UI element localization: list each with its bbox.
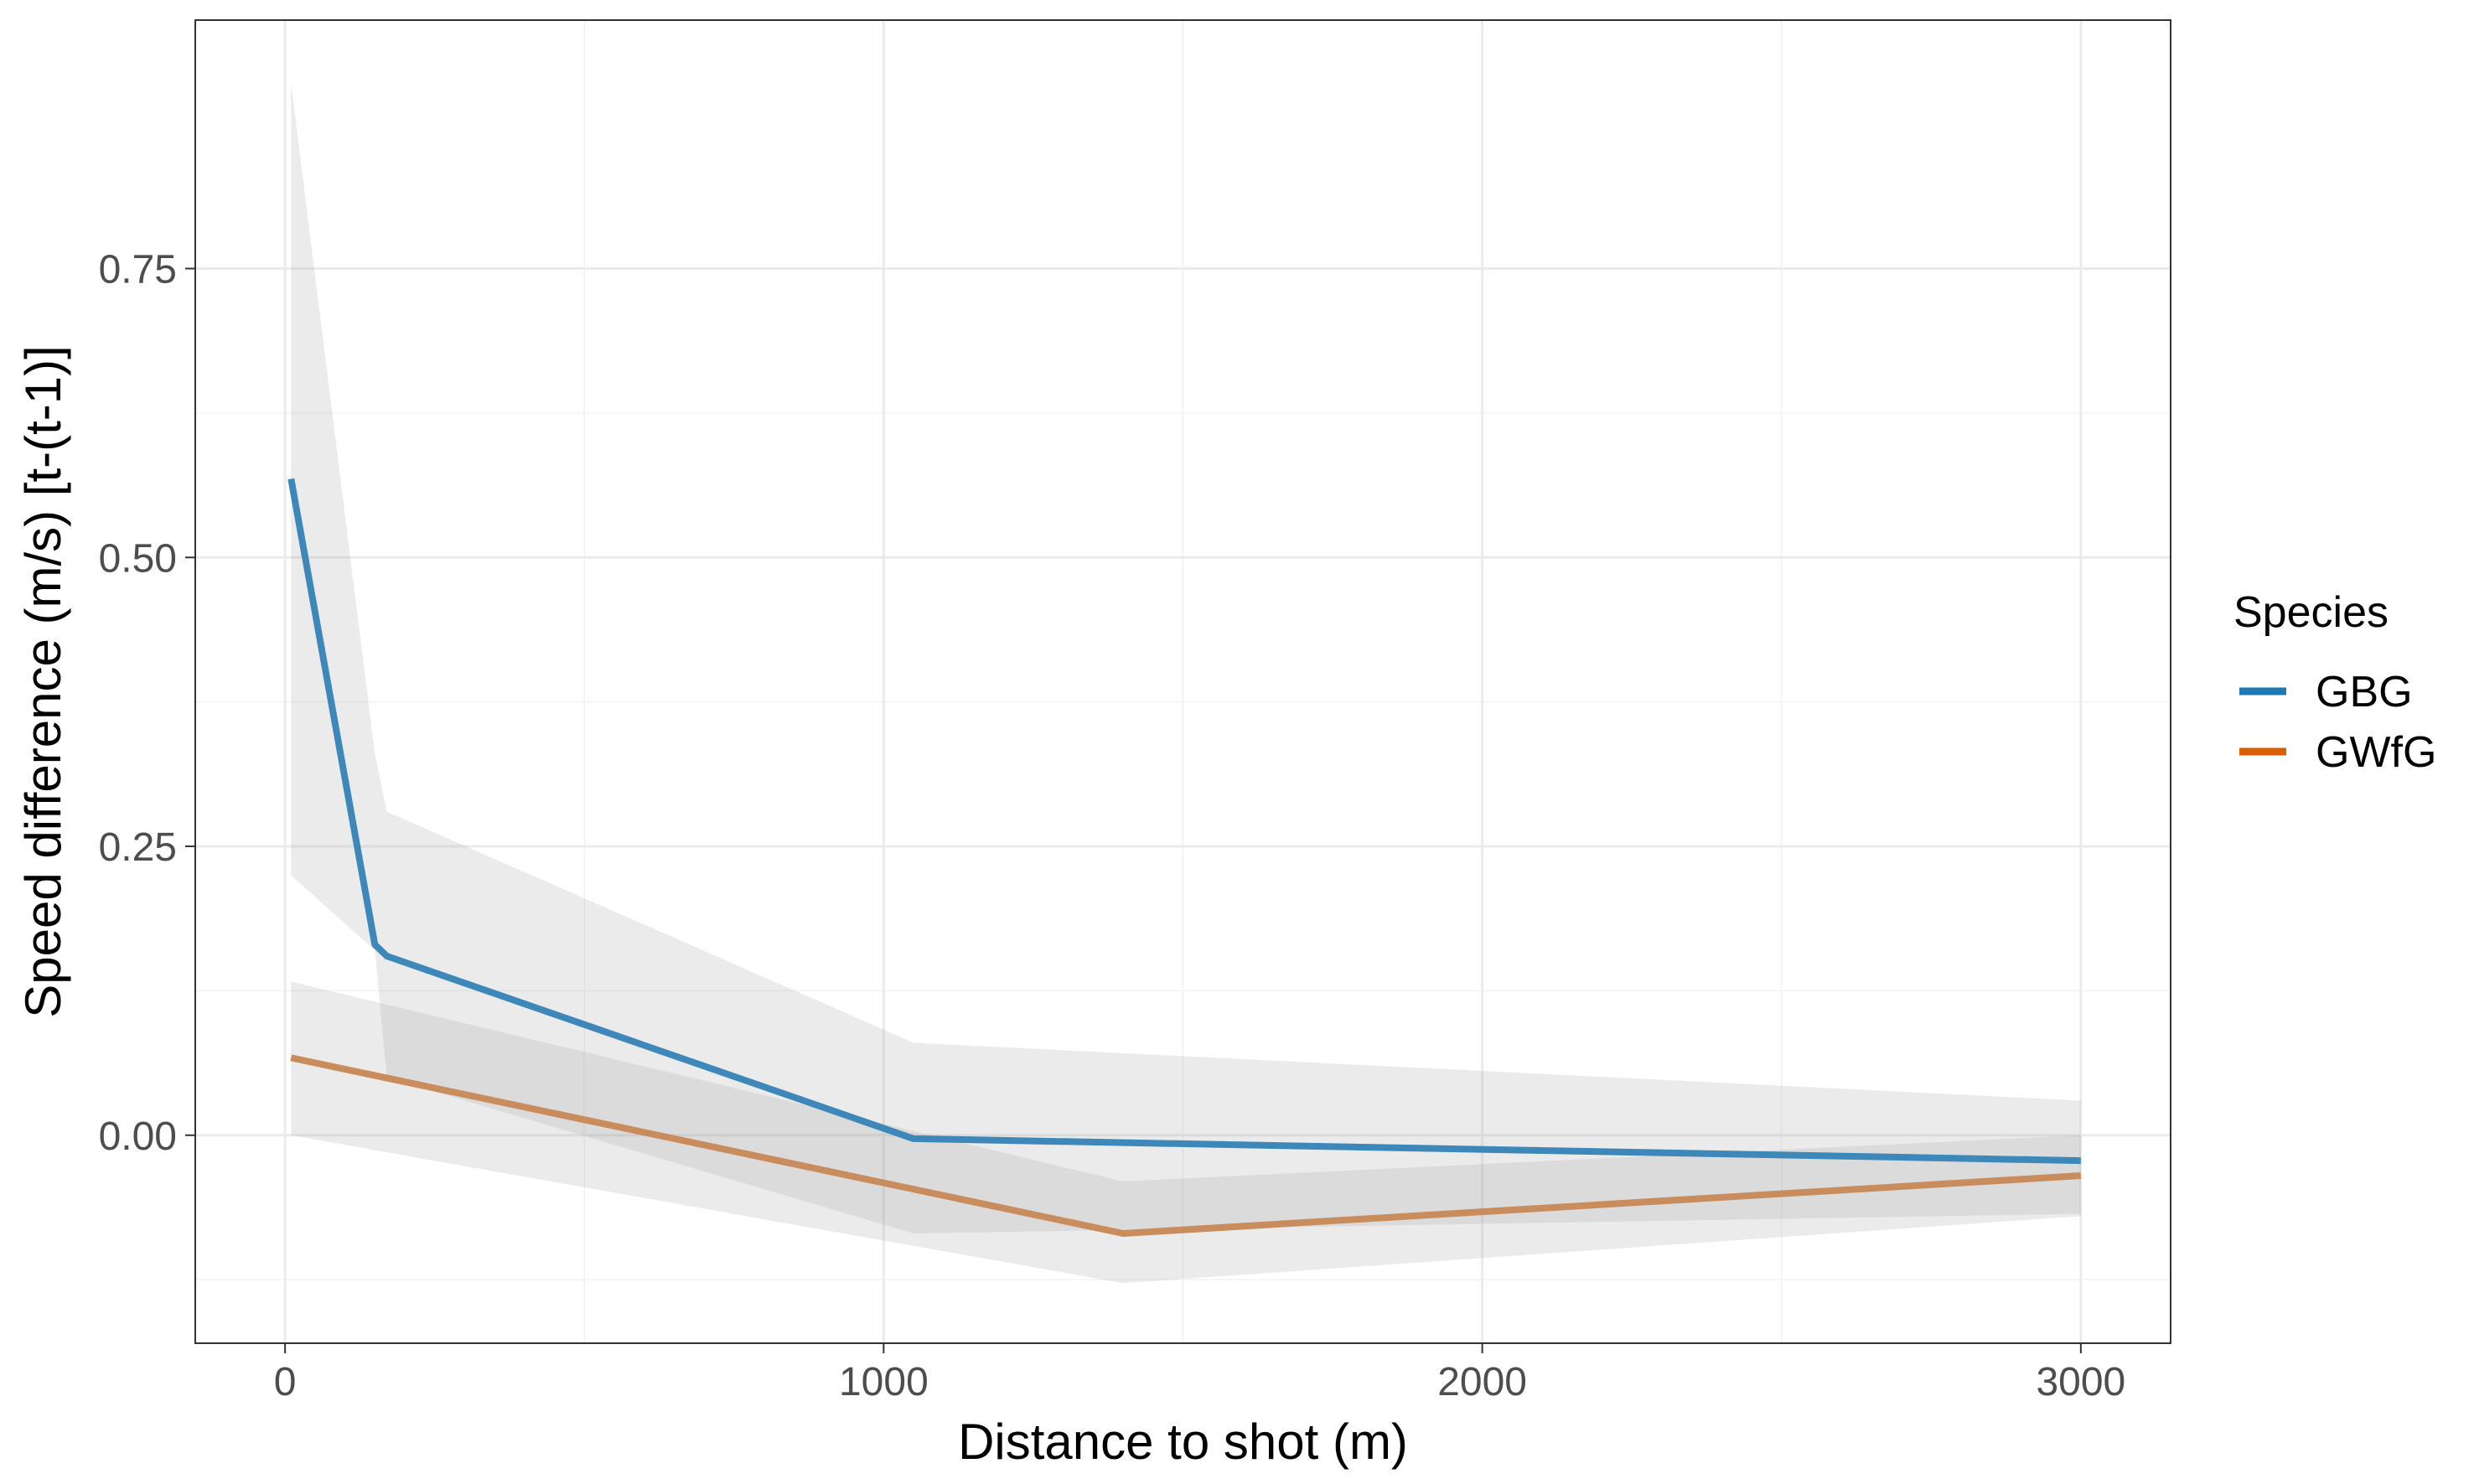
y-axis-title: Speed difference (m/s) [t-(t-1)] [15, 345, 71, 1018]
x-tick-label-1: 1000 [839, 1360, 929, 1404]
series-line-gwfg [290, 1054, 2082, 1237]
confidence-ribbons [291, 83, 2081, 1284]
y-tick-label-3: 0.75 [99, 247, 177, 292]
y-tick-label-2: 0.50 [99, 536, 177, 581]
y-tick-label-1: 0.25 [99, 825, 177, 870]
x-tick-label-2: 2000 [1437, 1360, 1527, 1404]
grid-lines [195, 20, 2171, 1343]
series-line-gbg [287, 478, 2081, 1165]
legend-label-gbg: GBG [2316, 668, 2413, 716]
series-lines [287, 478, 2082, 1237]
legend-title: Species [2233, 588, 2389, 637]
x-tick-label-0: 0 [274, 1360, 297, 1404]
ribbon-gwfg [291, 981, 2081, 1284]
panel-border [194, 19, 2171, 1344]
x-axis-title: Distance to shot (m) [958, 1414, 1408, 1470]
y-tick-label-0: 0.00 [99, 1114, 177, 1159]
legend-label-gwfg: GWfG [2316, 728, 2436, 777]
x-tick-label-3: 3000 [2036, 1360, 2125, 1404]
legend: Species GBG GWfG [2233, 588, 2436, 777]
ribbon-gbg [291, 83, 2081, 1233]
axes: 0 1000 2000 3000 0.00 0.25 0.50 0.75 [99, 247, 2126, 1404]
